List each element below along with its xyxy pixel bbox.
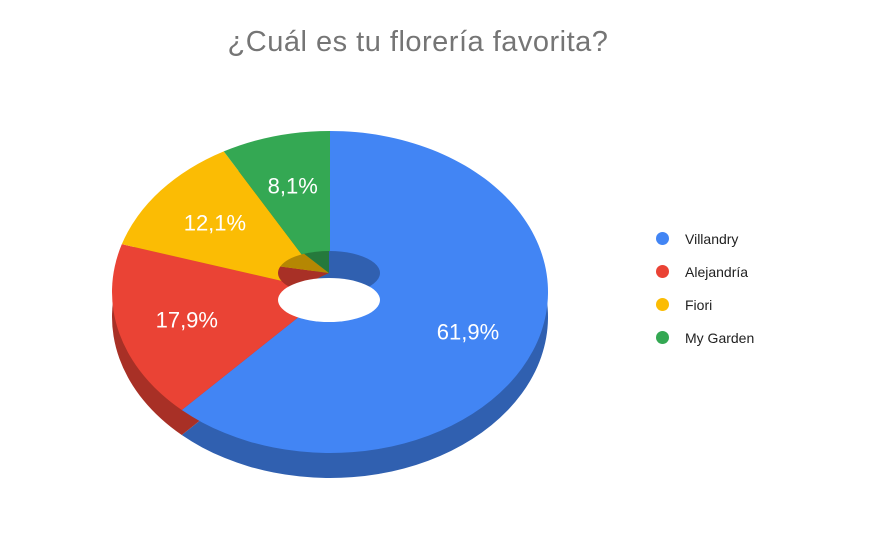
slice-label-alejandria: 17,9% <box>156 308 218 333</box>
legend: Villandry Alejandría Fiori My Garden <box>656 222 754 354</box>
legend-item-fiori: Fiori <box>656 288 754 321</box>
donut-hole-wall-alejandria <box>278 266 329 290</box>
pie-slice-my-garden[interactable] <box>223 131 330 292</box>
legend-label: My Garden <box>685 329 755 346</box>
legend-swatch-icon <box>656 265 669 278</box>
legend-label: Fiori <box>685 296 713 313</box>
donut-hole-wall-fiori <box>280 253 329 273</box>
slice-label-villandry: 61,9% <box>437 320 499 345</box>
legend-item-my-garden: My Garden <box>656 321 754 354</box>
legend-swatch-icon <box>656 331 669 344</box>
donut-hole-wall-my-garden <box>304 251 329 273</box>
legend-label: Villandry <box>685 230 739 247</box>
chart-title: ¿Cuál es tu florería favorita? <box>227 26 609 58</box>
pie-slice-fiori[interactable] <box>121 151 330 292</box>
legend-item-alejandria: Alejandría <box>656 255 754 288</box>
donut-hole <box>278 278 380 322</box>
legend-swatch-icon <box>656 298 669 311</box>
slice-label-fiori: 12,1% <box>184 211 246 236</box>
pie-slice-alejandria[interactable] <box>112 244 330 411</box>
legend-label: Alejandría <box>685 263 749 280</box>
legend-swatch-icon <box>656 232 669 245</box>
legend-item-villandry: Villandry <box>656 222 754 255</box>
slice-label-my-garden: 8,1% <box>268 174 318 199</box>
